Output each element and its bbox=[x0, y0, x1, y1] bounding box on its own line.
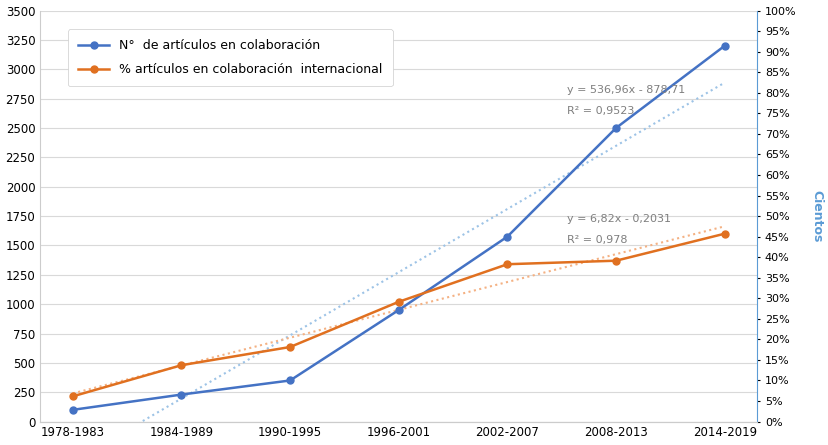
Y-axis label: Cientos: Cientos bbox=[810, 190, 822, 242]
Text: y = 536,96x - 878,71: y = 536,96x - 878,71 bbox=[566, 85, 685, 95]
Legend: N°  de artículos en colaboración, % artículos en colaboración  internacional: N° de artículos en colaboración, % artíc… bbox=[68, 29, 392, 86]
Text: R² = 0,978: R² = 0,978 bbox=[566, 235, 627, 245]
Text: R² = 0,9523: R² = 0,9523 bbox=[566, 106, 633, 116]
Text: y = 6,82x - 0,2031: y = 6,82x - 0,2031 bbox=[566, 214, 671, 224]
